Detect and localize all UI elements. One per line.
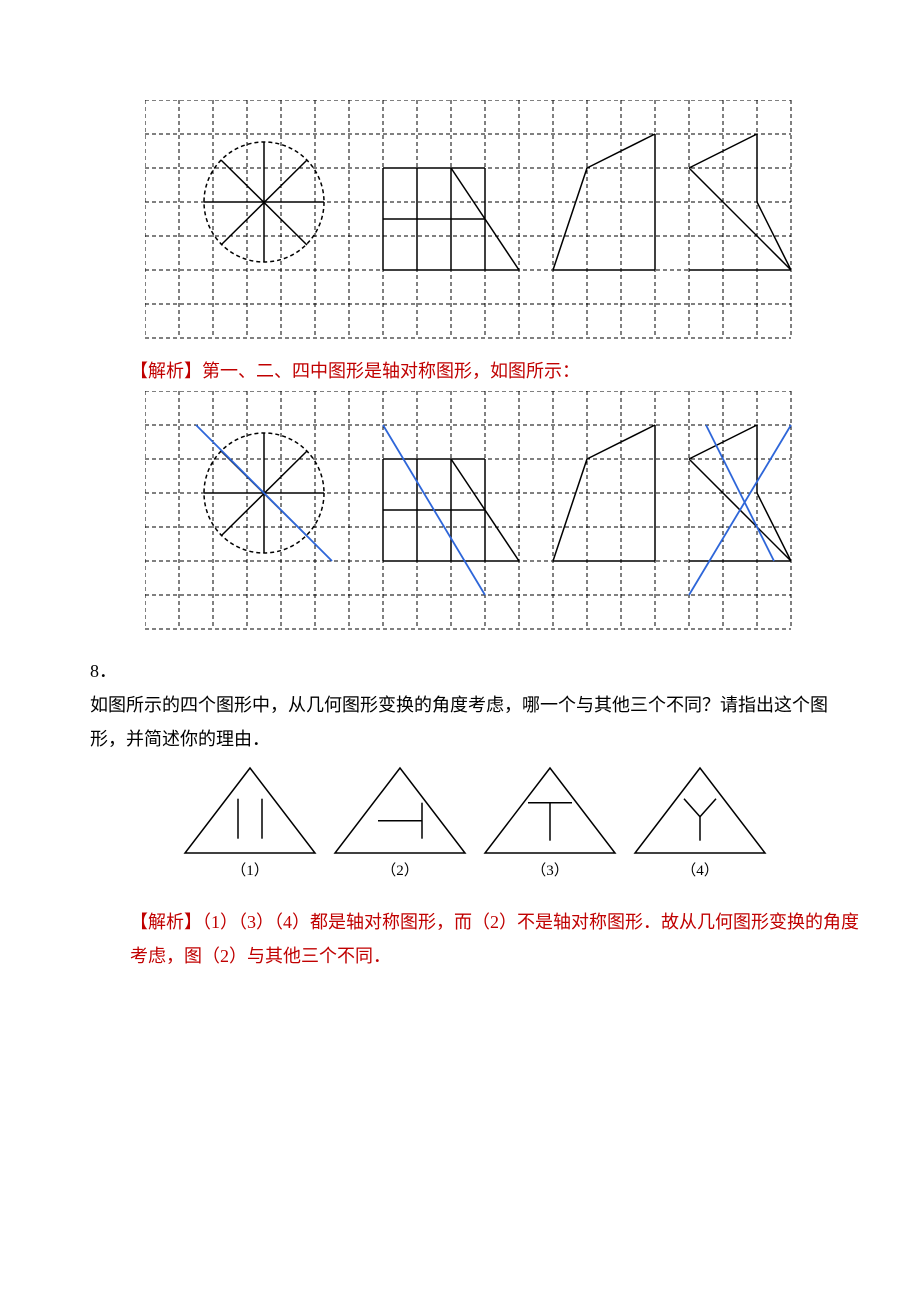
analysis-1: 【解析】第一、二、四中图形是轴对称图形，如图所示： bbox=[130, 357, 860, 383]
figure-1-svg bbox=[145, 100, 805, 340]
svg-text:（4）: （4） bbox=[681, 862, 719, 879]
figure-3: （1） （2） （3） （4） bbox=[90, 763, 860, 893]
question-8-number: 8． bbox=[90, 654, 126, 688]
svg-text:（1）: （1） bbox=[231, 862, 269, 879]
question-8: 8． 如图所示的四个图形中，从几何图形变换的角度考虑，哪一个与其他三个不同？请指… bbox=[90, 654, 860, 757]
answer-8: 【解析】（1）（3）（4）都是轴对称图形，而（2）不是轴对称图形．故从几何图形变… bbox=[130, 905, 860, 973]
figure-1 bbox=[90, 100, 860, 345]
figure-3-svg: （1） （2） （3） （4） bbox=[165, 763, 785, 888]
figure-2 bbox=[90, 391, 860, 636]
svg-text:（3）: （3） bbox=[531, 862, 569, 879]
svg-text:（2）: （2） bbox=[381, 862, 419, 879]
figure-2-svg bbox=[145, 391, 805, 631]
question-8-text: 如图所示的四个图形中，从几何图形变换的角度考虑，哪一个与其他三个不同？请指出这个… bbox=[90, 688, 830, 756]
